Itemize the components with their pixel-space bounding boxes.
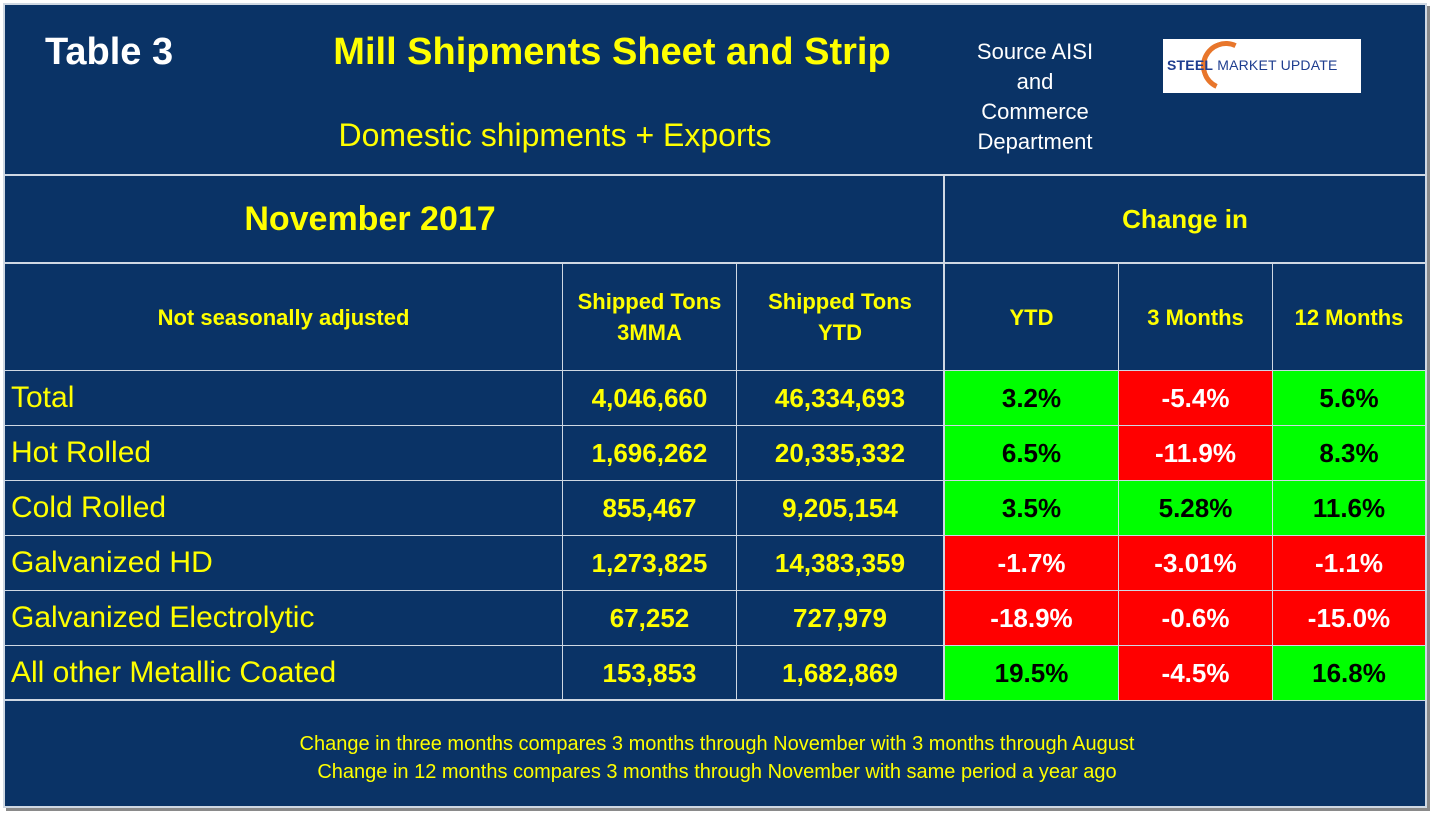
source-line: Department [977,129,1093,154]
source-line: Commerce [981,99,1089,124]
change-12m-cell: 11.6% [1273,481,1425,535]
column-header-ytd-tons: Shipped Tons YTD [768,289,912,345]
grid-line [5,645,1425,646]
footnote: Change in 12 months compares 3 months th… [317,761,1117,783]
change-3m-cell: -5.4% [1119,371,1272,425]
tons-ytd-cell: 20,335,332 [774,437,906,468]
tons-ytd-cell: 9,205,154 [782,492,898,523]
tons-3mma-cell: 1,696,262 [591,437,708,468]
change-3m-cell: -0.6% [1119,591,1272,645]
row-label: Galvanized Electrolytic [11,601,315,634]
change-ytd-cell: 19.5% [945,646,1118,700]
change-3m-cell: 5.28% [1119,481,1272,535]
column-header-12-months: 12 Months [1294,304,1404,330]
change-3m-cell: -4.5% [1119,646,1272,700]
grid-line [736,263,737,700]
change-12m-cell: 8.3% [1273,426,1425,480]
column-header-3-months: 3 Months [1147,304,1244,330]
change-ytd-cell: -1.7% [945,536,1118,590]
tons-3mma-cell: 4,046,660 [591,382,708,413]
tons-3mma-cell: 153,853 [602,657,697,688]
change-3m-cell: -3.01% [1119,536,1272,590]
tons-3mma-cell: 855,467 [602,492,697,523]
change-12m-cell: -15.0% [1273,591,1425,645]
grid-line [943,174,945,700]
page-title: Mill Shipments Sheet and Strip [333,31,891,73]
row-label: Total [11,381,75,414]
column-header-label: Not seasonally adjusted [157,304,410,330]
grid-line [5,480,1425,481]
row-label: Cold Rolled [11,491,167,524]
change-ytd-cell: -18.9% [945,591,1118,645]
source-note: Source AISI and Commerce Department [957,37,1113,157]
change-12m-cell: 16.8% [1273,646,1425,700]
tons-3mma-cell: 67,252 [609,602,690,633]
tons-ytd-cell: 14,383,359 [774,547,906,578]
change-ytd-cell: 3.2% [945,371,1118,425]
period-title: November 2017 [244,199,496,238]
change-3m-cell: -11.9% [1119,426,1272,480]
change-ytd-cell: 6.5% [945,426,1118,480]
grid-line [5,174,1425,176]
change-in-header: Change in [1122,203,1248,234]
change-12m-cell: 5.6% [1273,371,1425,425]
footnote: Change in three months compares 3 months… [299,733,1135,755]
change-ytd-cell: 3.5% [945,481,1118,535]
grid-line [562,263,563,700]
tons-ytd-cell: 46,334,693 [774,382,906,413]
grid-line [1272,263,1273,700]
grid-line [5,699,1425,701]
table-label: Table 3 [45,31,174,73]
source-line: Source AISI [976,39,1094,64]
column-header-ytd-change: YTD [1009,304,1054,330]
logo-text: STEEL MARKET UPDATE [1167,57,1338,73]
subtitle: Domestic shipments + Exports [338,117,772,153]
change-12m-cell: -1.1% [1273,536,1425,590]
grid-line [5,590,1425,591]
row-label: Galvanized HD [11,546,213,579]
grid-line [5,370,1425,371]
grid-line [5,535,1425,536]
tons-ytd-cell: 727,979 [793,602,887,633]
column-header-3mma: Shipped Tons 3MMA [577,289,722,345]
tons-ytd-cell: 1,682,869 [782,657,898,688]
row-label: Hot Rolled [11,436,152,469]
grid-line [5,262,1425,264]
tons-3mma-cell: 1,273,825 [591,547,708,578]
grid-line [1118,263,1119,700]
table-panel: Table 3 Mill Shipments Sheet and Strip D… [3,3,1427,808]
grid-line [5,425,1425,426]
source-line: and [1016,69,1054,94]
steel-market-update-logo: STEEL MARKET UPDATE [1163,39,1361,93]
row-label: All other Metallic Coated [11,656,337,689]
footnotes: Change in three months compares 3 months… [5,730,1429,786]
